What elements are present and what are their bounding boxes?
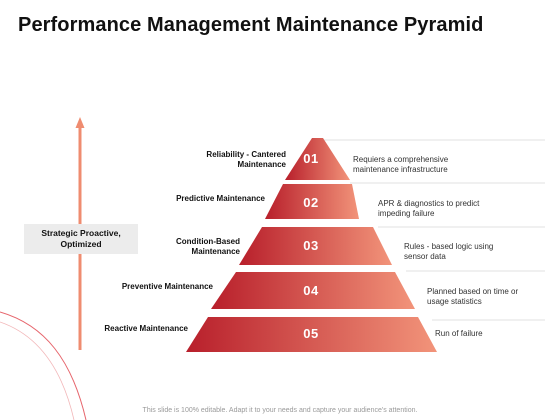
decor-curve bbox=[0, 321, 75, 420]
pyramid-tier-2 bbox=[265, 184, 359, 219]
level-name: Reliability - Cantered Maintenance bbox=[206, 150, 286, 169]
level-description: Run of failure bbox=[435, 329, 483, 338]
level-description: Planned based on time or usage statistic… bbox=[427, 287, 519, 306]
strategy-arrow-head bbox=[75, 117, 85, 128]
strategy-label: Strategic Proactive, Optimized bbox=[41, 228, 121, 249]
pyramid-tier-3 bbox=[239, 227, 392, 265]
level-description: Rules - based logic using sensor data bbox=[404, 242, 494, 261]
footer-note: This slide is 100% editable. Adapt it to… bbox=[142, 407, 418, 414]
level-name: Preventive Maintenance bbox=[121, 282, 213, 291]
level-description: Requiers a comprehensive maintenance inf… bbox=[353, 155, 449, 174]
page-title: Performance Management Maintenance Pyram… bbox=[18, 14, 484, 36]
level-number: 04 bbox=[303, 283, 319, 298]
level-number: 01 bbox=[303, 151, 319, 166]
level-name: Predictive Maintenance bbox=[176, 194, 265, 203]
pyramid-tier-5 bbox=[186, 317, 437, 352]
level-description: APR & diagnostics to predict impeding fa… bbox=[378, 199, 480, 218]
pyramid-tier-4 bbox=[211, 272, 415, 309]
decor-curve bbox=[0, 311, 87, 420]
pyramid-tier-1 bbox=[285, 138, 350, 180]
strategy-label-box: Strategic Proactive, Optimized bbox=[24, 224, 138, 254]
level-number: 03 bbox=[303, 238, 319, 253]
level-name: Condition-Based Maintenance bbox=[176, 237, 240, 256]
level-name: Reactive Maintenance bbox=[104, 324, 188, 333]
level-number: 02 bbox=[303, 195, 319, 210]
level-number: 05 bbox=[303, 326, 319, 341]
